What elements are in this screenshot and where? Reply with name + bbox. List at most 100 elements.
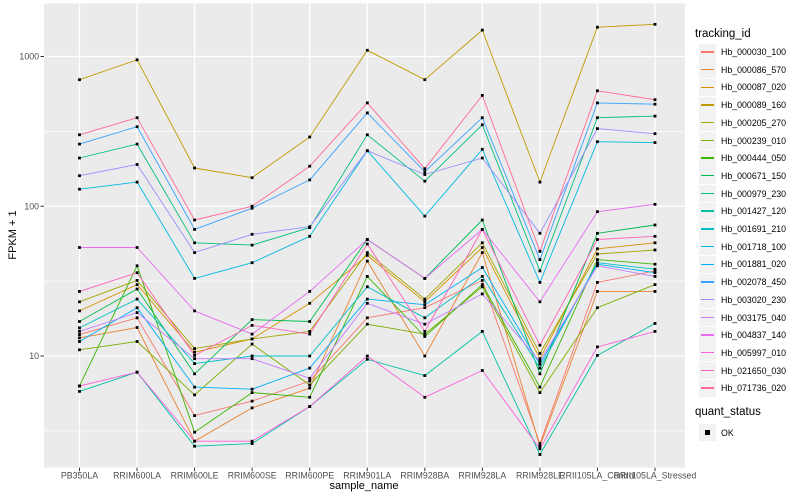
legend-label: Hb_000089_160 — [721, 100, 787, 111]
data-point — [423, 277, 427, 280]
x-tick-label: RRIM928BA — [400, 471, 449, 481]
x-tick-label: PB350LA — [61, 471, 98, 481]
legend-key-swatch — [699, 61, 716, 79]
data-point — [135, 283, 139, 286]
legend-label: Hb_001691_210 — [721, 224, 787, 234]
data-point — [538, 385, 542, 389]
x-tick-label: RRIM928LA — [458, 471, 506, 481]
legend-item-quant-status-ok: OK — [699, 424, 734, 441]
legend-item-Hb_000089_160: Hb_000089_160 — [699, 96, 787, 114]
data-point — [308, 225, 312, 229]
data-point — [423, 173, 427, 176]
data-point — [653, 271, 657, 275]
data-point — [308, 330, 312, 333]
data-point — [193, 277, 196, 280]
legend-line-icon — [701, 352, 714, 354]
data-point — [365, 275, 369, 278]
legend-item-Hb_000086_570: Hb_000086_570 — [699, 61, 786, 79]
legend-key-swatch — [699, 379, 716, 397]
data-point — [250, 324, 254, 327]
data-point — [365, 354, 369, 358]
data-point — [365, 149, 369, 153]
data-point — [653, 202, 657, 206]
data-point — [250, 318, 254, 321]
legend-item-Hb_003175_040: Hb_003175_040 — [699, 309, 786, 326]
data-point — [653, 223, 657, 227]
data-point — [653, 267, 657, 271]
data-point — [480, 251, 484, 254]
data-point — [423, 316, 427, 320]
x-tick-label: RRIM600SE — [228, 471, 277, 481]
legend-key-swatch — [699, 362, 716, 380]
data-point — [308, 354, 312, 358]
legend-line-icon — [701, 192, 714, 195]
data-point — [135, 370, 139, 374]
data-point — [78, 384, 81, 388]
data-point — [480, 28, 484, 32]
data-point — [135, 271, 139, 275]
data-point — [193, 166, 196, 170]
data-point — [250, 337, 254, 341]
data-point — [480, 218, 484, 222]
data-point — [135, 142, 139, 146]
data-point — [193, 218, 196, 222]
data-point — [423, 395, 427, 399]
legend-label: Hb_000979_230 — [721, 188, 787, 199]
legend-key-swatch — [699, 114, 716, 132]
data-point — [480, 283, 484, 286]
data-point — [596, 231, 599, 235]
data-point — [250, 342, 254, 346]
data-point — [480, 94, 484, 97]
data-point — [308, 290, 312, 293]
data-point — [135, 311, 139, 314]
legend-line-icon — [701, 334, 714, 336]
legend-key-swatch — [699, 78, 716, 96]
data-point — [480, 292, 484, 296]
data-point — [250, 176, 254, 180]
data-point — [538, 372, 542, 376]
legend-line-icon — [701, 139, 714, 142]
data-point — [193, 414, 196, 417]
legend-label: Hb_005997_010 — [721, 347, 787, 358]
data-point — [596, 140, 599, 144]
data-point — [250, 232, 254, 236]
data-point — [653, 22, 657, 26]
data-point — [78, 390, 81, 393]
data-point — [480, 241, 484, 245]
ok-square-point-icon — [705, 430, 710, 435]
legend-line-icon — [701, 316, 714, 319]
data-point — [250, 261, 254, 265]
data-point — [78, 142, 81, 146]
data-point — [78, 78, 81, 82]
data-point — [193, 372, 196, 376]
data-point — [423, 179, 427, 183]
data-point — [193, 354, 196, 357]
data-point — [423, 354, 427, 358]
y-tick-label: 1000 — [19, 52, 39, 62]
legend-item-Hb_003020_230: Hb_003020_230 — [699, 291, 786, 309]
data-point — [653, 102, 657, 106]
data-point — [423, 214, 427, 218]
legend-item-Hb_001718_100: Hb_001718_100 — [699, 238, 786, 256]
y-axis-title: FPKM + 1 — [7, 210, 19, 260]
data-point — [365, 238, 369, 241]
data-point — [78, 133, 81, 137]
data-point — [308, 395, 312, 399]
legend-line-icon — [701, 104, 714, 106]
data-point — [653, 114, 657, 118]
legend-line-icon — [701, 298, 714, 301]
data-point — [193, 362, 196, 365]
legend-key-swatch — [699, 326, 716, 344]
data-point — [78, 336, 81, 340]
data-point — [365, 301, 369, 305]
data-point — [653, 141, 657, 144]
data-point — [653, 322, 657, 325]
legend-line-icon — [701, 175, 714, 177]
data-point — [596, 247, 599, 251]
x-tick-label: RRII105LA_Control — [559, 471, 635, 481]
data-point — [135, 125, 139, 129]
legend-key-swatch — [699, 255, 716, 273]
data-point — [596, 116, 599, 120]
data-point — [193, 393, 196, 397]
